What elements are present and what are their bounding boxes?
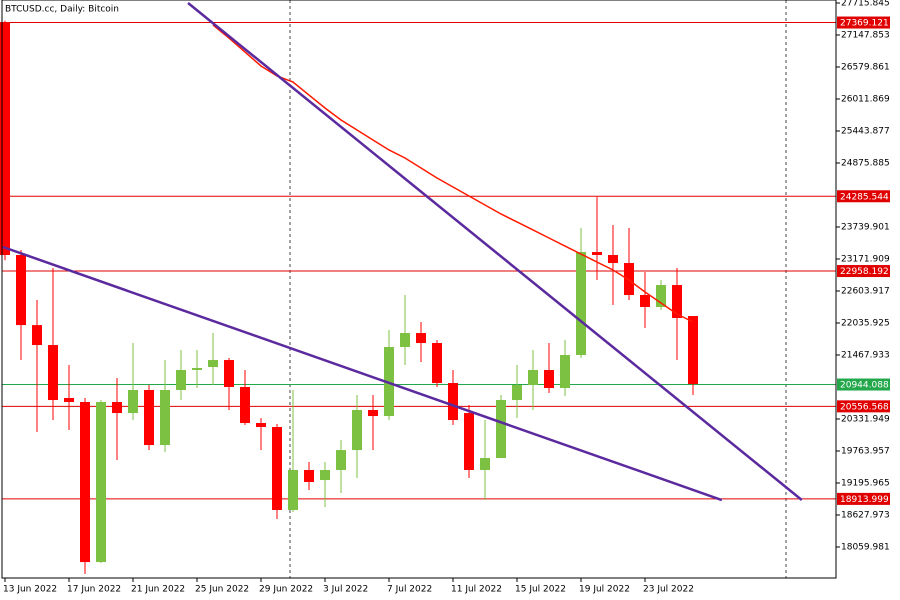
chart-title: BTCUSD.cc, Daily: Bitcoin <box>5 5 119 15</box>
y-tick-label: 26579.861 <box>841 62 890 72</box>
candle-body <box>528 369 538 386</box>
candle-body <box>32 325 42 346</box>
candle-body <box>624 262 634 296</box>
plot-border <box>1 0 837 579</box>
candle-body <box>64 397 74 402</box>
candle-body <box>288 469 298 510</box>
y-tick-label: 19763.957 <box>841 447 890 457</box>
candle-body <box>336 450 346 470</box>
candle-body <box>512 385 522 401</box>
candle-body <box>256 423 266 428</box>
level-label: 18913.999 <box>840 495 889 505</box>
candle-body <box>448 383 458 421</box>
candle-body <box>144 389 154 446</box>
level-label-box <box>837 378 890 391</box>
y-tick-label: 19195.965 <box>841 479 890 489</box>
candle-body <box>0 22 10 255</box>
candle-body <box>496 400 506 458</box>
y-tick-label: 20331.949 <box>841 415 890 425</box>
candle-body <box>608 254 618 263</box>
level-label: 24285.544 <box>840 192 889 202</box>
candle-body <box>192 368 202 370</box>
candle-body <box>672 285 682 318</box>
candle-body <box>112 401 122 414</box>
level-label-box <box>837 492 890 505</box>
candle-body <box>224 360 234 388</box>
candle-body <box>576 252 586 356</box>
x-tick-label: 29 Jun 2022 <box>259 585 313 595</box>
y-tick-label: 21467.933 <box>841 351 890 361</box>
level-label: 27369.121 <box>840 19 889 29</box>
candle-body <box>640 295 650 308</box>
plot <box>0 2 836 575</box>
level-label: 20944.088 <box>840 381 889 391</box>
level-label: 22958.192 <box>840 267 889 277</box>
candle-body <box>160 389 170 446</box>
candle-body <box>560 355 570 389</box>
candle-body <box>272 427 282 510</box>
trend-line <box>2 245 723 502</box>
candle-body <box>416 333 426 344</box>
candle-body <box>432 343 442 384</box>
y-tick-label: 23739.901 <box>841 223 890 233</box>
candle-body <box>128 389 138 414</box>
trend-line <box>187 2 803 501</box>
candle-body <box>208 360 218 368</box>
y-tick-label: 25443.877 <box>841 126 890 136</box>
x-tick-label: 23 Jul 2022 <box>643 585 694 595</box>
candle-body <box>384 347 394 417</box>
candle-body <box>304 469 314 482</box>
candle-body <box>96 401 106 563</box>
y-tick-label: 27147.853 <box>841 30 890 40</box>
level-label-box <box>837 190 890 203</box>
candle-body <box>176 369 186 390</box>
candle-body <box>544 369 554 389</box>
y-tick-label: 23171.909 <box>841 255 890 265</box>
candle-body <box>16 254 26 326</box>
candle-body <box>48 345 58 401</box>
candle-body <box>464 413 474 470</box>
candle-body <box>688 316 698 385</box>
y-tick-label: 18627.973 <box>841 511 890 521</box>
x-tick-label: 15 Jul 2022 <box>515 585 566 595</box>
candle-body <box>352 409 362 451</box>
candle-body <box>656 285 666 308</box>
y-tick-label: 22035.925 <box>841 319 890 329</box>
candle-body <box>400 333 410 348</box>
y-tick-label: 26011.869 <box>841 94 890 104</box>
candle-body <box>80 401 90 563</box>
candle-body <box>320 469 330 481</box>
y-tick-label: 18059.981 <box>841 543 890 553</box>
candle-body <box>368 409 378 417</box>
y-tick-label: 27715.845 <box>841 0 890 8</box>
candle-body <box>240 387 250 424</box>
y-tick-label: 22603.917 <box>841 287 890 297</box>
x-tick-label: 7 Jul 2022 <box>387 585 432 595</box>
x-tick-label: 19 Jul 2022 <box>579 585 630 595</box>
x-tick-label: 3 Jul 2022 <box>323 585 368 595</box>
y-tick-label: 24875.885 <box>841 159 890 169</box>
x-tick-label: 21 Jun 2022 <box>131 585 185 595</box>
moving-average <box>212 24 694 323</box>
x-tick-label: 17 Jun 2022 <box>67 585 121 595</box>
x-tick-label: 13 Jun 2022 <box>3 585 57 595</box>
level-label-box <box>837 16 890 29</box>
candle-body <box>480 457 490 470</box>
candle-body <box>592 252 602 255</box>
level-label: 20556.568 <box>840 402 889 412</box>
level-label-box <box>837 400 890 413</box>
x-tick-label: 25 Jun 2022 <box>195 585 249 595</box>
level-label-box <box>837 265 890 278</box>
x-tick-label: 11 Jul 2022 <box>451 585 502 595</box>
